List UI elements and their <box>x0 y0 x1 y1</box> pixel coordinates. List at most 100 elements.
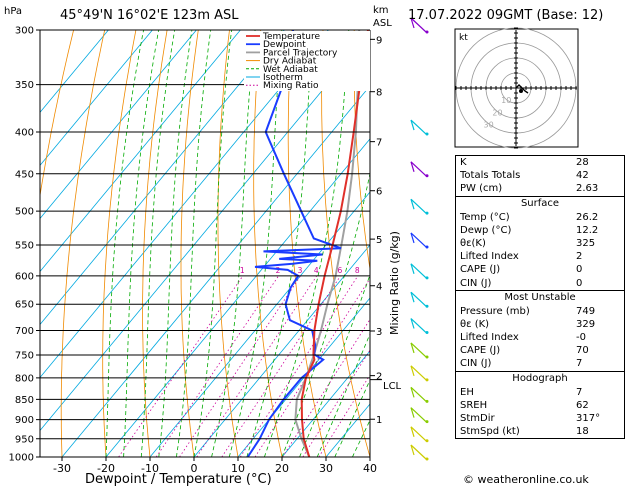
temperature-tick-label: -30 <box>53 462 71 475</box>
mu-row: Lifted Index -0 <box>456 331 624 344</box>
mixing-ratio-line <box>179 275 301 457</box>
mu-label: θε (K) <box>460 318 490 330</box>
index-value: 2.63 <box>576 183 599 195</box>
wind-barb-flag <box>410 263 415 275</box>
wind-barb <box>410 291 427 307</box>
hpa-unit-label: hPa <box>4 6 22 17</box>
hodo-row: StmSpd (kt) 18 <box>456 425 624 438</box>
wind-barb-dot <box>425 457 429 461</box>
surface-row: Lifted Index 2 <box>456 250 624 263</box>
wind-barb <box>410 444 427 460</box>
index-row: PW (cm) 2.63 <box>456 182 624 195</box>
legend-background <box>244 31 370 91</box>
isotherm-line <box>40 30 241 273</box>
temperature-tick-label: -10 <box>141 462 159 475</box>
mu-label: Pressure (mb) <box>460 305 530 317</box>
hodo-label: EH <box>460 386 474 398</box>
surface-row: θε(K) 325 <box>456 237 624 250</box>
axes: 3003504004505005506006507007508008509009… <box>9 26 383 476</box>
wind-barb-dot <box>425 132 429 136</box>
dry-adiabat-line <box>287 30 327 457</box>
km-tick-label: 3 <box>376 327 382 338</box>
surface-title: Surface <box>520 197 560 209</box>
isotherm-line <box>105 138 370 457</box>
legend-entry: Dewpoint <box>263 40 306 50</box>
wind-barb <box>410 161 427 177</box>
wind-barb <box>410 426 427 442</box>
wind-barb-flag <box>410 407 415 418</box>
km-tick-label: 2 <box>376 372 382 383</box>
wind-barb-dot <box>425 355 429 359</box>
wind-barb-flag <box>410 365 415 377</box>
surface-box: Surface Temp (°C) 26.2 Dewp (°C) 12.2 θε(K… <box>455 196 625 291</box>
surface-value: 0 <box>576 277 583 289</box>
wind-barb-dot <box>425 304 429 308</box>
pressure-tick-label: 600 <box>15 271 34 282</box>
wind-barb <box>410 386 427 402</box>
wind-barb <box>410 198 427 214</box>
wind-barb-flag <box>410 232 415 244</box>
mu-row: CAPE (J) 70 <box>456 344 624 357</box>
temperature-tick-label: -20 <box>97 462 115 475</box>
isotherm-line <box>40 30 197 220</box>
index-label: K <box>460 157 467 168</box>
isotherm-line <box>281 350 370 457</box>
surface-label: Lifted Index <box>460 251 519 263</box>
hodo-label: StmSpd (kt) <box>460 426 520 438</box>
wind-barb-flag <box>410 342 415 354</box>
temperature-tick-label: 20 <box>275 462 289 475</box>
pressure-tick-label: 700 <box>15 326 34 337</box>
surface-row: CAPE (J) 0 <box>456 263 624 276</box>
hodo-value: 18 <box>576 426 589 438</box>
dry-adiabat-line <box>40 30 75 199</box>
isotherm-line <box>193 244 370 457</box>
legend-entry: Parcel Trajectory <box>263 48 338 58</box>
wind-barb-flag <box>410 387 415 398</box>
dewpoint-line <box>246 30 342 457</box>
wind-barbs <box>410 17 429 461</box>
index-value: 28 <box>576 157 589 168</box>
datetime-title: 17.07.2022 09GMT (Base: 12) <box>408 8 603 23</box>
mixing-ratio-label: 10 <box>369 266 379 275</box>
wind-barb-dot <box>425 378 429 382</box>
asl-unit-label: ASL <box>373 18 392 29</box>
hodograph-unit-label: kt <box>459 33 468 43</box>
pressure-tick-label: 500 <box>15 207 34 218</box>
wind-barb <box>410 365 427 381</box>
wet-adiabat-line <box>158 30 193 457</box>
surface-value: 2 <box>576 251 583 263</box>
wind-barb <box>410 232 427 248</box>
mixing-ratio-label: 1 <box>240 266 245 275</box>
wind-barb-dot <box>425 245 429 249</box>
hodograph-table-title: Hodograph <box>512 372 568 384</box>
temperature-tick-label: 30 <box>319 462 333 475</box>
km-tick-label: 1 <box>376 415 382 426</box>
isotherm-line <box>237 297 370 457</box>
temperature-tick-label: 40 <box>363 462 377 475</box>
surface-label: θε(K) <box>460 237 486 249</box>
index-label: PW (cm) <box>460 183 503 195</box>
wind-barb-dot <box>425 331 429 335</box>
hodograph-ring-label: 30 <box>484 120 494 129</box>
mixing-ratio-label: 25 <box>429 266 439 275</box>
surface-value: 12.2 <box>576 224 599 236</box>
mixing-ratio-line <box>155 275 279 457</box>
surface-row: Dewp (°C) 12.2 <box>456 224 624 237</box>
x-axis-label: Dewpoint / Temperature (°C) <box>85 472 272 486</box>
mixing-ratio-axis-label: Mixing Ratio (g/kg) <box>388 231 401 335</box>
mixing-ratio-line <box>196 275 318 457</box>
pressure-tick-label: 350 <box>15 80 34 91</box>
wind-barb <box>410 407 427 423</box>
hodo-value: 62 <box>576 399 589 411</box>
index-row: K 28 <box>456 156 624 169</box>
wind-barb <box>410 119 427 135</box>
hodo-row: SREH 62 <box>456 399 624 412</box>
hodograph-ring-label: 10 <box>501 96 511 105</box>
dry-adiabat-line <box>217 30 239 457</box>
mixing-ratio-line <box>239 275 359 457</box>
wind-barb <box>410 342 427 358</box>
surface-label: Dewp (°C) <box>460 224 512 236</box>
pressure-tick-label: 450 <box>15 169 34 180</box>
